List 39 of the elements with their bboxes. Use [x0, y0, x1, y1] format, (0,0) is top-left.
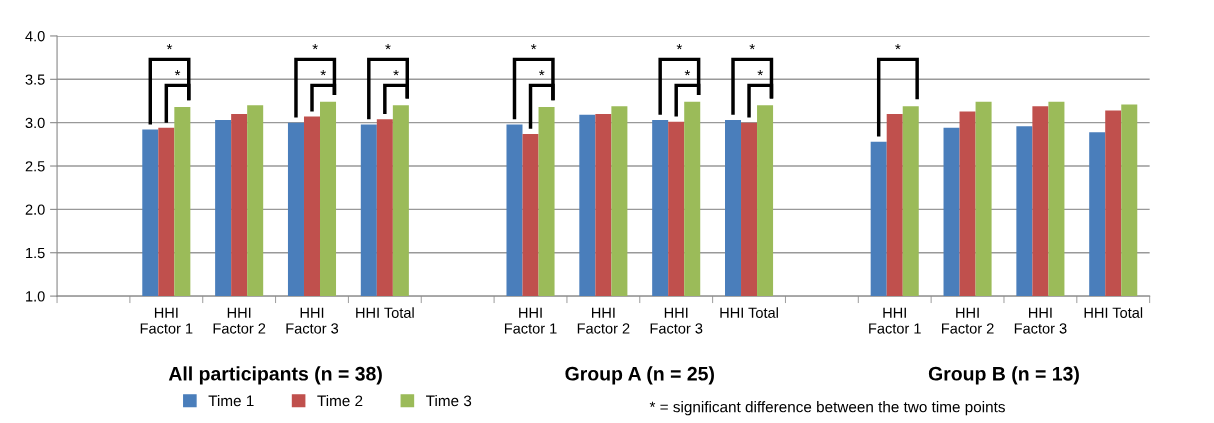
legend-label: Time 3 — [426, 395, 472, 407]
y-tick-label: 3.0 — [25, 117, 45, 129]
annotation: * — [320, 69, 326, 76]
annotation: * — [174, 69, 181, 76]
text: All participants (n = 38) — [168, 366, 382, 385]
x-tick-label: HHI Factor 3 — [650, 307, 703, 334]
x-tick-label: HHI Factor 1 — [869, 307, 921, 334]
y-tick-label: 2.0 — [25, 204, 45, 215]
annotation: * — [895, 43, 901, 50]
x-tick-label: HHI Factor 1 — [140, 307, 193, 334]
annotation: * — [539, 69, 545, 76]
annotation: * — [676, 43, 683, 50]
x-tick-label: HHI Factor 2 — [577, 307, 630, 334]
annotation: * — [393, 69, 399, 76]
legend-label: Time 1 — [208, 395, 254, 407]
text: * = significant difference between the two time points — [649, 401, 1005, 416]
y-tick-label: 2.5 — [25, 161, 45, 172]
annotation: * — [757, 69, 763, 76]
x-tick-label: HHI Factor 3 — [1014, 307, 1067, 334]
x-tick-label: HHI Total — [1084, 307, 1143, 318]
annotation: * — [312, 43, 318, 50]
annotation: * — [166, 43, 173, 50]
x-tick-label: HHI Factor 3 — [286, 307, 339, 334]
annotation: * — [531, 43, 537, 50]
y-tick-label: 1.0 — [26, 291, 45, 302]
x-tick-label: HHI Total — [720, 307, 778, 318]
x-tick-label: HHI Factor 1 — [504, 307, 557, 334]
y-tick-label: 4.0 — [25, 31, 45, 42]
text: Group A (n = 25) — [565, 366, 714, 385]
annotation: * — [684, 69, 691, 76]
x-tick-label: HHI Total — [356, 307, 414, 318]
annotation: * — [385, 43, 391, 50]
text: Group B (n = 13) — [928, 366, 1079, 385]
annotation: * — [749, 43, 755, 50]
legend-label: Time 2 — [317, 395, 363, 407]
x-tick-label: HHI Factor 2 — [213, 307, 266, 334]
y-tick-label: 1.5 — [26, 247, 45, 259]
x-tick-label: HHI Factor 2 — [942, 307, 994, 334]
y-tick-label: 3.5 — [25, 74, 45, 85]
